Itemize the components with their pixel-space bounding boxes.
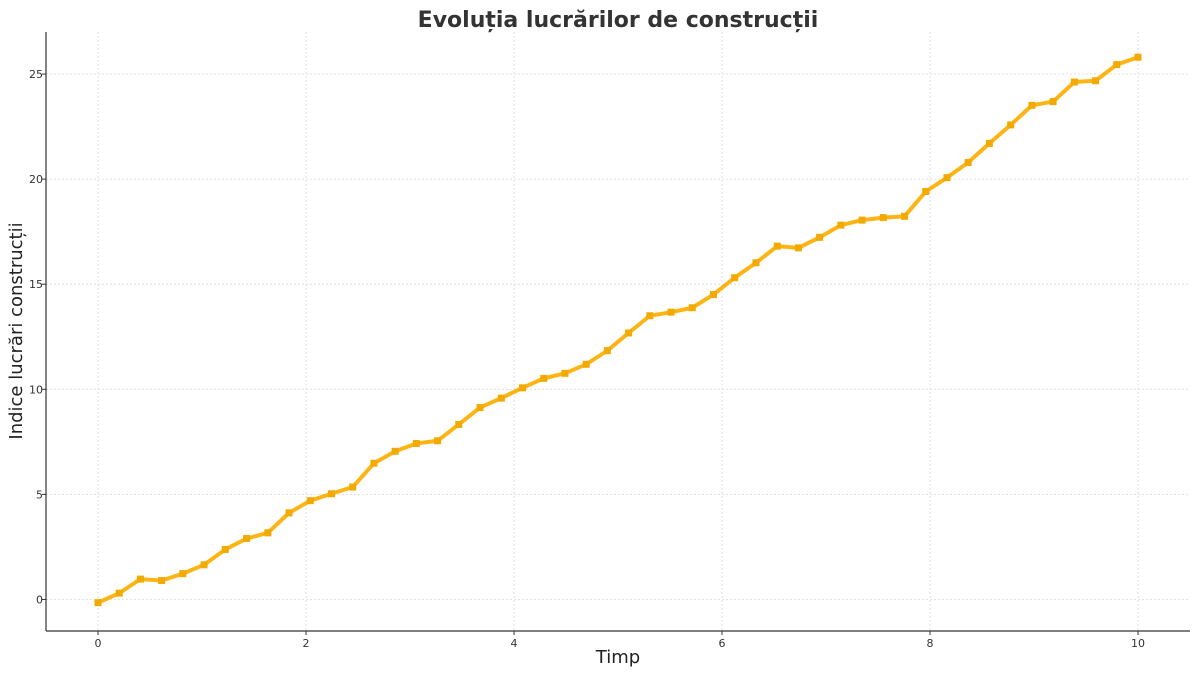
data-point-23	[582, 360, 590, 368]
data-point-36	[858, 216, 866, 224]
y-axis-ticks: 0 5 10 15 20 25	[29, 68, 46, 606]
y-tick-label-3: 15	[29, 278, 43, 291]
data-point-13	[370, 459, 378, 467]
data-point-35	[837, 221, 845, 229]
data-point-33	[794, 244, 802, 252]
y-tick-label-1: 5	[36, 488, 43, 501]
data-point-4	[179, 570, 187, 578]
data-point-7	[243, 535, 251, 543]
data-point-42	[985, 139, 993, 147]
data-point-34	[816, 233, 824, 241]
axes	[45, 32, 1190, 632]
data-point-11	[327, 490, 335, 498]
data-point-29	[709, 291, 717, 299]
data-point-39	[922, 188, 930, 196]
data-point-47	[1092, 77, 1100, 85]
data-point-27	[667, 308, 675, 316]
data-point-21	[540, 374, 548, 382]
data-point-16	[434, 437, 442, 445]
data-point-40	[943, 174, 951, 182]
y-tick-label-2: 10	[29, 383, 43, 396]
series-line-0	[96, 55, 1140, 605]
data-point-38	[901, 212, 909, 220]
data-point-37	[879, 214, 887, 222]
data-point-31	[752, 259, 760, 267]
y-tick-label-0: 0	[36, 593, 43, 606]
data-point-19	[497, 394, 505, 402]
x-tick-label-0: 0	[95, 637, 102, 650]
data-point-3	[158, 577, 166, 585]
x-tick-label-5: 10	[1131, 637, 1145, 650]
chart-title: Evoluția lucrărilor de construcții	[418, 8, 819, 33]
y-tick-label-5: 25	[29, 68, 43, 81]
y-tick-label-4: 20	[29, 173, 43, 186]
x-tick-label-1: 2	[303, 637, 310, 650]
data-point-8	[264, 529, 272, 537]
data-point-6	[221, 545, 229, 553]
data-point-45	[1049, 98, 1057, 106]
data-point-26	[646, 312, 654, 320]
data-point-9	[285, 509, 293, 517]
x-tick-label-4: 8	[927, 637, 934, 650]
y-axis-label: Indice lucrări construcții	[6, 222, 27, 439]
data-point-48	[1113, 61, 1121, 69]
x-tick-label-3: 6	[719, 637, 726, 650]
data-point-32	[773, 242, 781, 250]
data-point-22	[561, 369, 569, 377]
data-point-41	[964, 159, 972, 167]
data-point-18	[476, 404, 484, 412]
x-axis-label: Timp	[595, 647, 640, 668]
data-point-20	[519, 384, 527, 392]
data-point-10	[306, 497, 314, 505]
data-point-12	[349, 483, 357, 491]
x-axis-ticks: 0 2 4 6 8 10	[95, 631, 1145, 650]
data-point-2	[136, 575, 144, 583]
data-point-43	[1007, 121, 1015, 129]
data-point-24	[603, 347, 611, 355]
data-point-28	[688, 304, 696, 312]
data-point-15	[412, 440, 420, 448]
data-point-14	[391, 447, 399, 455]
data-point-46	[1070, 78, 1078, 86]
grid	[46, 32, 1190, 631]
data-point-5	[200, 561, 208, 569]
data-point-30	[731, 274, 739, 282]
data-point-17	[455, 420, 463, 428]
data-point-1	[115, 589, 123, 597]
data-point-44	[1028, 101, 1036, 109]
x-tick-label-2: 4	[511, 637, 518, 650]
data-point-0	[94, 599, 102, 607]
data-point-25	[625, 329, 633, 337]
data-point-49	[1134, 53, 1142, 61]
series	[94, 53, 1142, 607]
